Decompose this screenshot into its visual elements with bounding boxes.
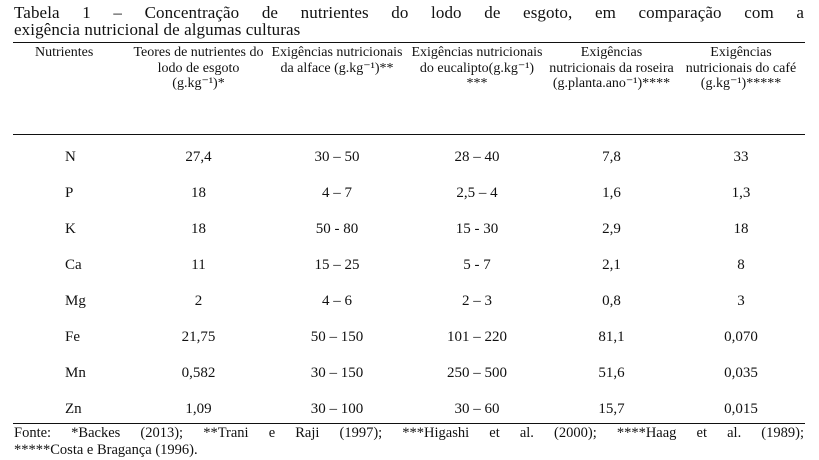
table-cell: 15 – 25 <box>314 256 360 273</box>
caption-line-2: exigência nutricional de algumas cultura… <box>14 20 301 39</box>
nutrient-cell: Fe <box>65 328 80 345</box>
header-eucalipto: Exigências nutricionais do eucalipto(g.k… <box>411 45 543 91</box>
table-cell: 1,6 <box>602 184 621 201</box>
header-cafe: Exigências nutricionais do café (g.kg⁻¹)… <box>685 45 797 91</box>
table-cell: 30 – 100 <box>310 400 364 417</box>
nutrient-cell: Mg <box>65 292 86 309</box>
table-row: Fe 21,75 50 – 150 101 – 220 81,1 0,070 <box>13 319 805 355</box>
table-cell: 2,1 <box>602 256 621 273</box>
table-cell: 15,7 <box>598 400 625 417</box>
table-row: Mg 2 4 – 6 2 – 3 0,8 3 <box>13 283 805 319</box>
table-cell: 101 – 220 <box>447 328 507 345</box>
table-cell: 0,015 <box>724 400 758 417</box>
table-header-rule <box>13 134 805 135</box>
table-cell: 0,8 <box>602 292 621 309</box>
table-cell: 7,8 <box>602 148 621 165</box>
table-cell: 8 <box>737 256 745 273</box>
header-alface: Exigências nutricionais da alface (g.kg⁻… <box>271 45 403 76</box>
nutrient-cell: Zn <box>65 400 82 417</box>
table-cell: 5 - 7 <box>463 256 491 273</box>
table-cell: 81,1 <box>598 328 625 345</box>
table-cell: 27,4 <box>185 148 212 165</box>
source-line-1: Fonte: *Backes (2013); **Trani e Raji (1… <box>14 425 804 441</box>
table-cell: 4 – 7 <box>322 184 352 201</box>
table-source-note: Fonte: *Backes (2013); **Trani e Raji (1… <box>14 425 804 458</box>
table-row: P 18 4 – 7 2,5 – 4 1,6 1,3 <box>13 175 805 211</box>
table-row: Ca 11 15 – 25 5 - 7 2,1 8 <box>13 247 805 283</box>
nutrient-cell: K <box>65 220 76 237</box>
table-cell: 15 - 30 <box>455 220 499 237</box>
table-bottom-rule <box>13 423 805 424</box>
table-top-rule <box>13 42 805 43</box>
table-row: Zn 1,09 30 – 100 30 – 60 15,7 0,015 <box>13 391 805 427</box>
table-cell: 30 – 50 <box>314 148 360 165</box>
header-lodo-esgoto: Teores de nutrientes do lodo de esgoto (… <box>133 45 264 91</box>
source-line-2: *****Costa e Bragança (1996). <box>14 441 198 458</box>
table-cell: 30 – 150 <box>310 364 364 381</box>
table-cell: 1,3 <box>731 184 751 201</box>
table-row: N 27,4 30 – 50 28 – 40 7,8 33 <box>13 133 805 175</box>
table-cell: 2 – 3 <box>462 292 492 309</box>
table-header-row: Nutrientes Teores de nutrientes do lodo … <box>13 43 805 133</box>
table-caption: Tabela 1 – Concentração de nutrientes do… <box>14 4 804 38</box>
table-cell: 30 – 60 <box>454 400 500 417</box>
nutrient-cell: P <box>65 184 74 201</box>
table-cell: 28 – 40 <box>454 148 500 165</box>
table-cell: 0,582 <box>181 364 216 381</box>
table-cell: 21,75 <box>181 328 216 345</box>
nutrient-cell: Mn <box>65 364 86 381</box>
table-cell: 2,9 <box>602 220 621 237</box>
table-cell: 50 - 80 <box>315 220 359 237</box>
table-cell: 250 – 500 <box>447 364 507 381</box>
table-cell: 0,035 <box>724 364 758 381</box>
header-roseira: Exigências nutricionais da roseira (g.pl… <box>549 45 674 91</box>
table-cell: 2 <box>194 292 203 309</box>
table-cell: 51,6 <box>598 364 625 381</box>
table-cell: 4 – 6 <box>322 292 352 309</box>
table-row: K 18 50 - 80 15 - 30 2,9 18 <box>13 211 805 247</box>
nutrient-cell: Ca <box>65 256 82 273</box>
table-cell: 18 <box>733 220 749 237</box>
header-nutrientes: Nutrientes <box>35 45 94 60</box>
table-cell: 2,5 – 4 <box>456 184 498 201</box>
nutrient-table: Nutrientes Teores de nutrientes do lodo … <box>13 43 805 427</box>
table-cell: 33 <box>733 148 749 165</box>
nutrient-cell: N <box>65 148 76 165</box>
table-cell: 50 – 150 <box>310 328 364 345</box>
table-cell: 3 <box>737 292 745 309</box>
table-cell: 11 <box>191 256 206 273</box>
table-row: Mn 0,582 30 – 150 250 – 500 51,6 0,035 <box>13 355 805 391</box>
table-cell: 0,070 <box>724 328 758 345</box>
table-cell: 1,09 <box>185 400 212 417</box>
table-cell: 18 <box>191 184 206 201</box>
table-cell: 18 <box>191 220 206 237</box>
caption-line-1: Tabela 1 – Concentração de nutrientes do… <box>14 3 804 22</box>
